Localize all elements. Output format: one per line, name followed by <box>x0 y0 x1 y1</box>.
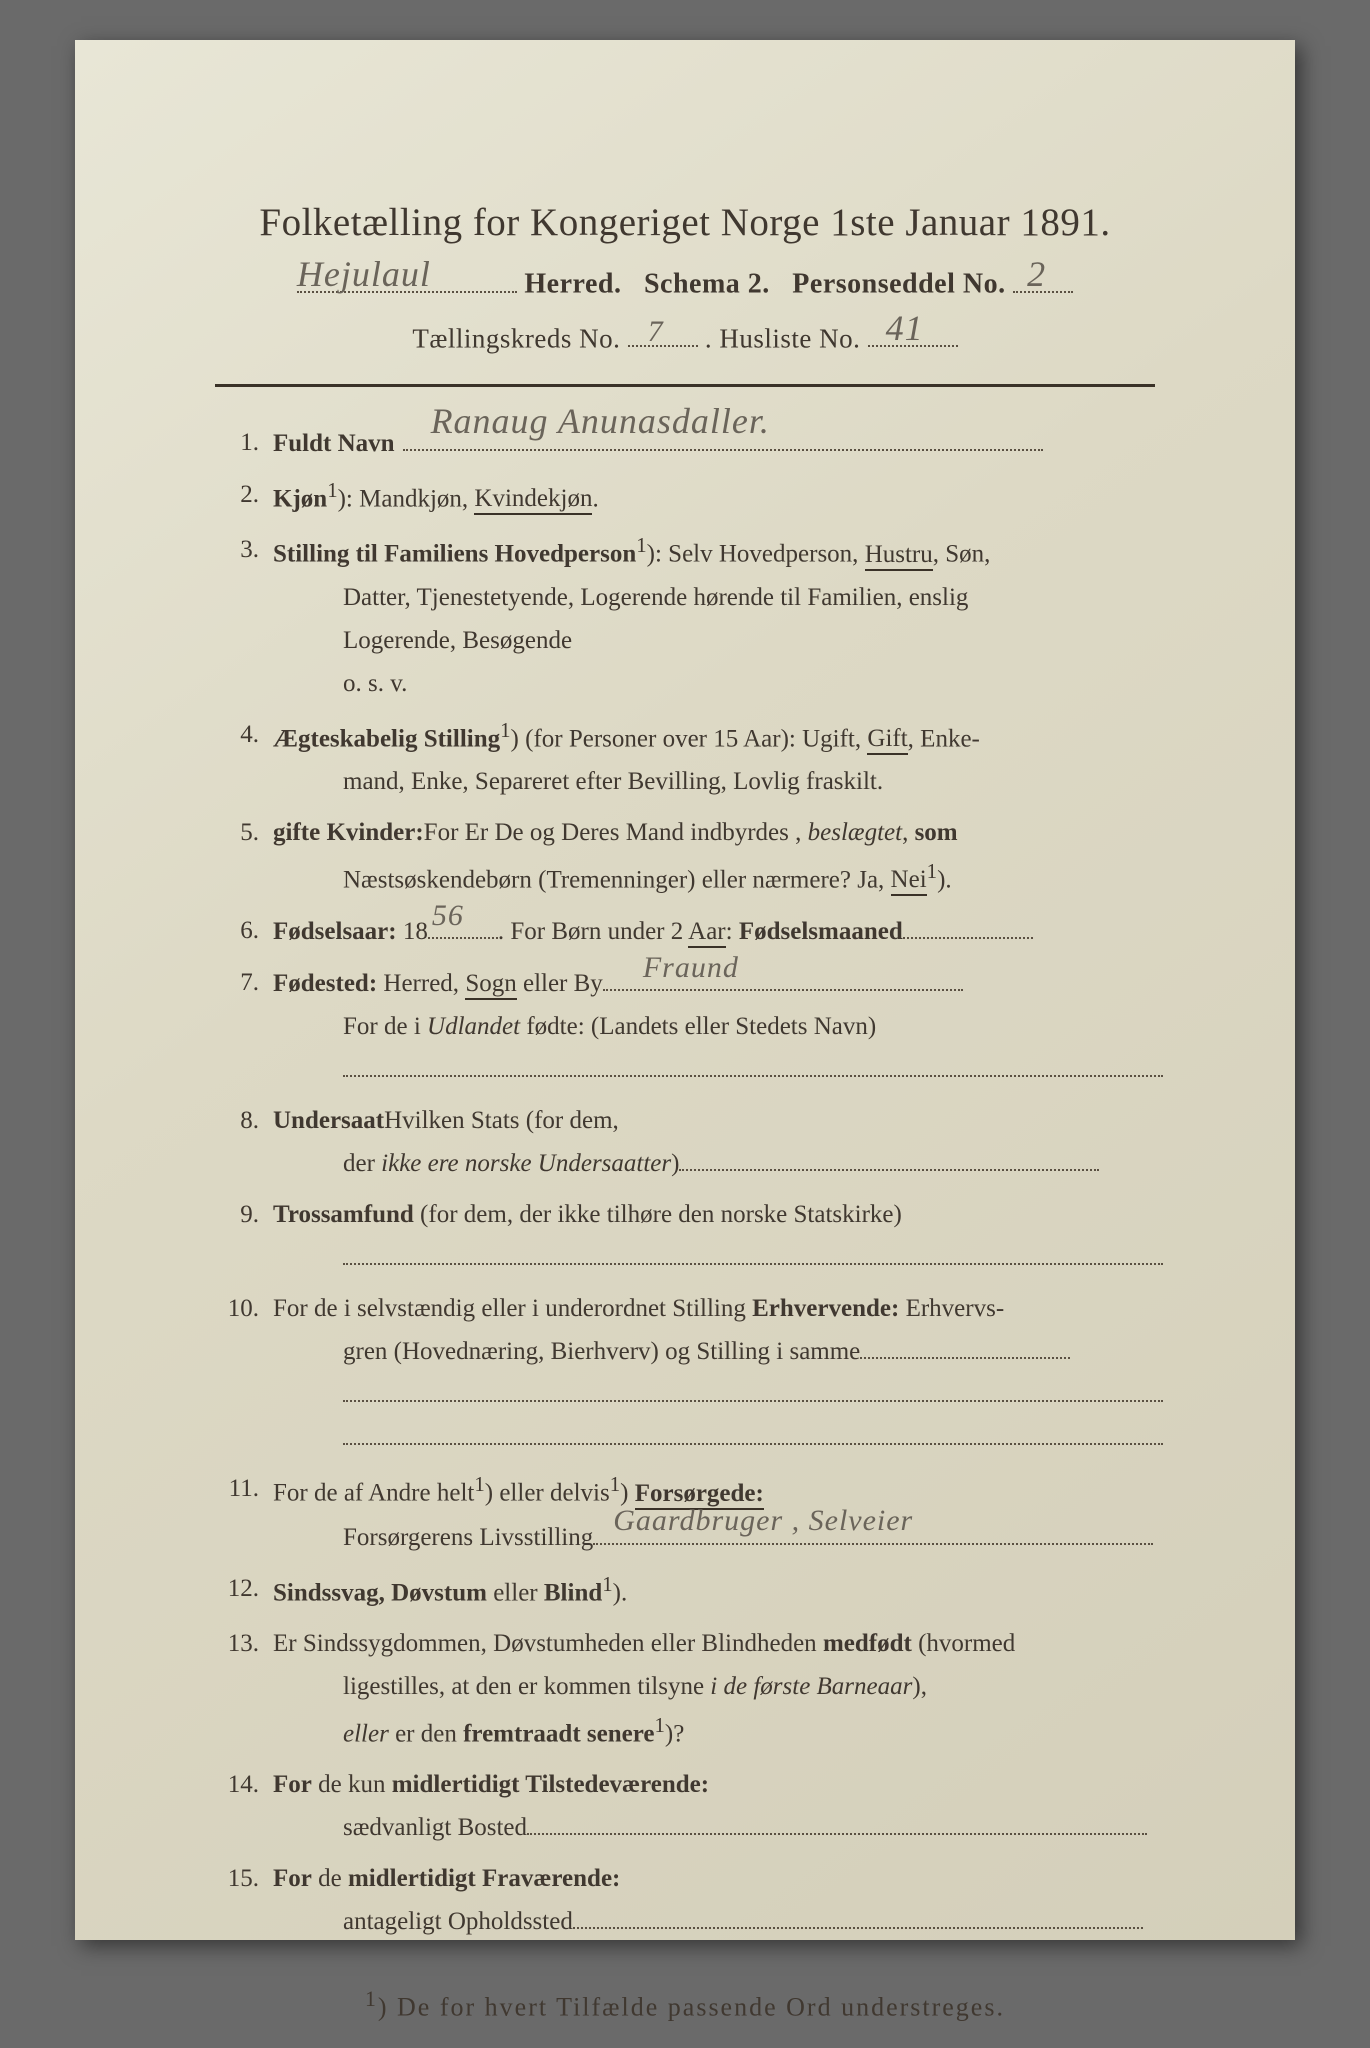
form-item: 11.For de af Andre helt1) eller delvis1)… <box>215 1467 1155 1558</box>
item-cont-dots <box>273 1236 1163 1279</box>
header-line-3: Tællingskreds No. 7 . Husliste No. 41 <box>215 315 1155 354</box>
personseddel-label: Personseddel No. <box>792 269 1005 300</box>
item-cont: mand, Enke, Separeret efter Bevilling, L… <box>273 760 1155 803</box>
item-number: 14. <box>215 1763 273 1849</box>
item-number: 4. <box>215 713 273 803</box>
footnote-text: ) De for hvert Tilfælde passende Ord und… <box>378 1993 1005 2022</box>
personseddel-handwriting: 2 <box>1027 253 1046 295</box>
item-cont-dots <box>273 1416 1163 1459</box>
item-cont: sædvanligt Bosted <box>273 1806 1155 1849</box>
item-body: Kjøn1): Mandkjøn, Kvindekjøn. <box>273 473 1155 520</box>
tkreds-field: 7 <box>628 315 698 347</box>
item-body: Fødested: Herred, Sogn eller ByFraundFor… <box>273 961 1163 1091</box>
form-item: 1.Fuldt NavnRanaug Anunasdaller. <box>215 421 1155 465</box>
item-number: 6. <box>215 909 273 953</box>
item-body: For de af Andre helt1) eller delvis1) Fo… <box>273 1467 1155 1558</box>
item-cont: Forsørgerens LivsstillingGaardbruger , S… <box>273 1515 1155 1559</box>
census-form-page: Folketælling for Kongeriget Norge 1ste J… <box>75 40 1295 1940</box>
herred-field: Hejulaul <box>297 259 517 293</box>
form-title: Folketælling for Kongeriget Norge 1ste J… <box>215 200 1155 245</box>
item-cont: o. s. v. <box>273 662 1155 705</box>
form-item: 5.gifte Kvinder:For Er De og Deres Mand … <box>215 811 1155 901</box>
item-number: 9. <box>215 1193 273 1279</box>
item-cont: Logerende, Besøgende <box>273 619 1155 662</box>
item-number: 11. <box>215 1467 273 1558</box>
item-number: 1. <box>215 421 273 465</box>
form-item: 10.For de i selvstændig eller i underord… <box>215 1287 1155 1459</box>
form-item: 3.Stilling til Familiens Hovedperson1): … <box>215 528 1155 704</box>
item-number: 8. <box>215 1099 273 1185</box>
item-cont: Datter, Tjenestetyende, Logerende hørend… <box>273 576 1155 619</box>
form-item: 15.For de midlertidigt Fraværende:antage… <box>215 1857 1155 1943</box>
herred-handwriting: Hejulaul <box>297 253 431 295</box>
item-body: Er Sindssygdommen, Døvstumheden eller Bl… <box>273 1622 1155 1755</box>
item-body: Ægteskabelig Stilling1) (for Personer ov… <box>273 713 1155 803</box>
form-item: 13.Er Sindssygdommen, Døvstumheden eller… <box>215 1622 1155 1755</box>
item-cont: For de i Udlandet fødte: (Landets eller … <box>273 1005 1163 1048</box>
form-item: 7.Fødested: Herred, Sogn eller ByFraundF… <box>215 961 1155 1091</box>
item-number: 5. <box>215 811 273 901</box>
form-item: 14.For de kun midlertidigt Tilstedeværen… <box>215 1763 1155 1849</box>
item-cont: der ikke ere norske Undersaatter) <box>273 1142 1155 1185</box>
divider <box>215 384 1155 387</box>
form-item: 2.Kjøn1): Mandkjøn, Kvindekjøn. <box>215 473 1155 520</box>
schema-label: Schema 2. <box>644 269 770 300</box>
item-number: 12. <box>215 1567 273 1614</box>
item-cont: gren (Hovednæring, Bierhverv) og Stillin… <box>273 1330 1163 1373</box>
form-items: 1.Fuldt NavnRanaug Anunasdaller.2.Kjøn1)… <box>215 421 1155 1943</box>
footnote: 1) De for hvert Tilfælde passende Ord un… <box>215 1987 1155 2023</box>
item-number: 10. <box>215 1287 273 1459</box>
item-number: 15. <box>215 1857 273 1943</box>
item-number: 13. <box>215 1622 273 1755</box>
husliste-handwriting: 41 <box>886 307 924 349</box>
form-item: 4.Ægteskabelig Stilling1) (for Personer … <box>215 713 1155 803</box>
item-body: UndersaatHvilken Stats (for dem,der ikke… <box>273 1099 1155 1185</box>
item-number: 7. <box>215 961 273 1091</box>
item-body: Trossamfund (for dem, der ikke tilhøre d… <box>273 1193 1163 1279</box>
item-cont: ligestilles, at den er kommen tilsyne i … <box>273 1665 1155 1708</box>
footnote-sup: 1 <box>365 1987 378 2011</box>
item-body: Stilling til Familiens Hovedperson1): Se… <box>273 528 1155 704</box>
husliste-label: . Husliste No. <box>705 323 861 353</box>
item-cont: antageligt Opholdssted <box>273 1900 1155 1943</box>
tkreds-label: Tællingskreds No. <box>412 323 620 353</box>
husliste-field: 41 <box>868 315 958 347</box>
form-item: 8.UndersaatHvilken Stats (for dem,der ik… <box>215 1099 1155 1185</box>
personseddel-field: 2 <box>1013 259 1073 293</box>
item-number: 2. <box>215 473 273 520</box>
item-body: Sindssvag, Døvstum eller Blind1). <box>273 1567 1155 1614</box>
item-body: gifte Kvinder:For Er De og Deres Mand in… <box>273 811 1155 901</box>
item-cont: Næstsøskendebørn (Tremenninger) eller næ… <box>273 854 1155 901</box>
form-item: 12.Sindssvag, Døvstum eller Blind1). <box>215 1567 1155 1614</box>
tkreds-handwriting: 7 <box>648 315 664 349</box>
item-body: For de midlertidigt Fraværende:antagelig… <box>273 1857 1155 1943</box>
herred-label: Herred. <box>524 269 621 300</box>
item-cont-dots <box>273 1048 1163 1091</box>
form-item: 9.Trossamfund (for dem, der ikke tilhøre… <box>215 1193 1155 1279</box>
item-cont-dots <box>273 1373 1163 1416</box>
item-body: For de kun midlertidigt Tilstedeværende:… <box>273 1763 1155 1849</box>
item-number: 3. <box>215 528 273 704</box>
form-header: Folketælling for Kongeriget Norge 1ste J… <box>215 200 1155 354</box>
item-cont: eller er den fremtraadt senere1)? <box>273 1708 1155 1755</box>
item-body: Fuldt NavnRanaug Anunasdaller. <box>273 421 1155 465</box>
item-body: For de i selvstændig eller i underordnet… <box>273 1287 1163 1459</box>
header-line-2: Hejulaul Herred. Schema 2. Personseddel … <box>215 259 1155 301</box>
